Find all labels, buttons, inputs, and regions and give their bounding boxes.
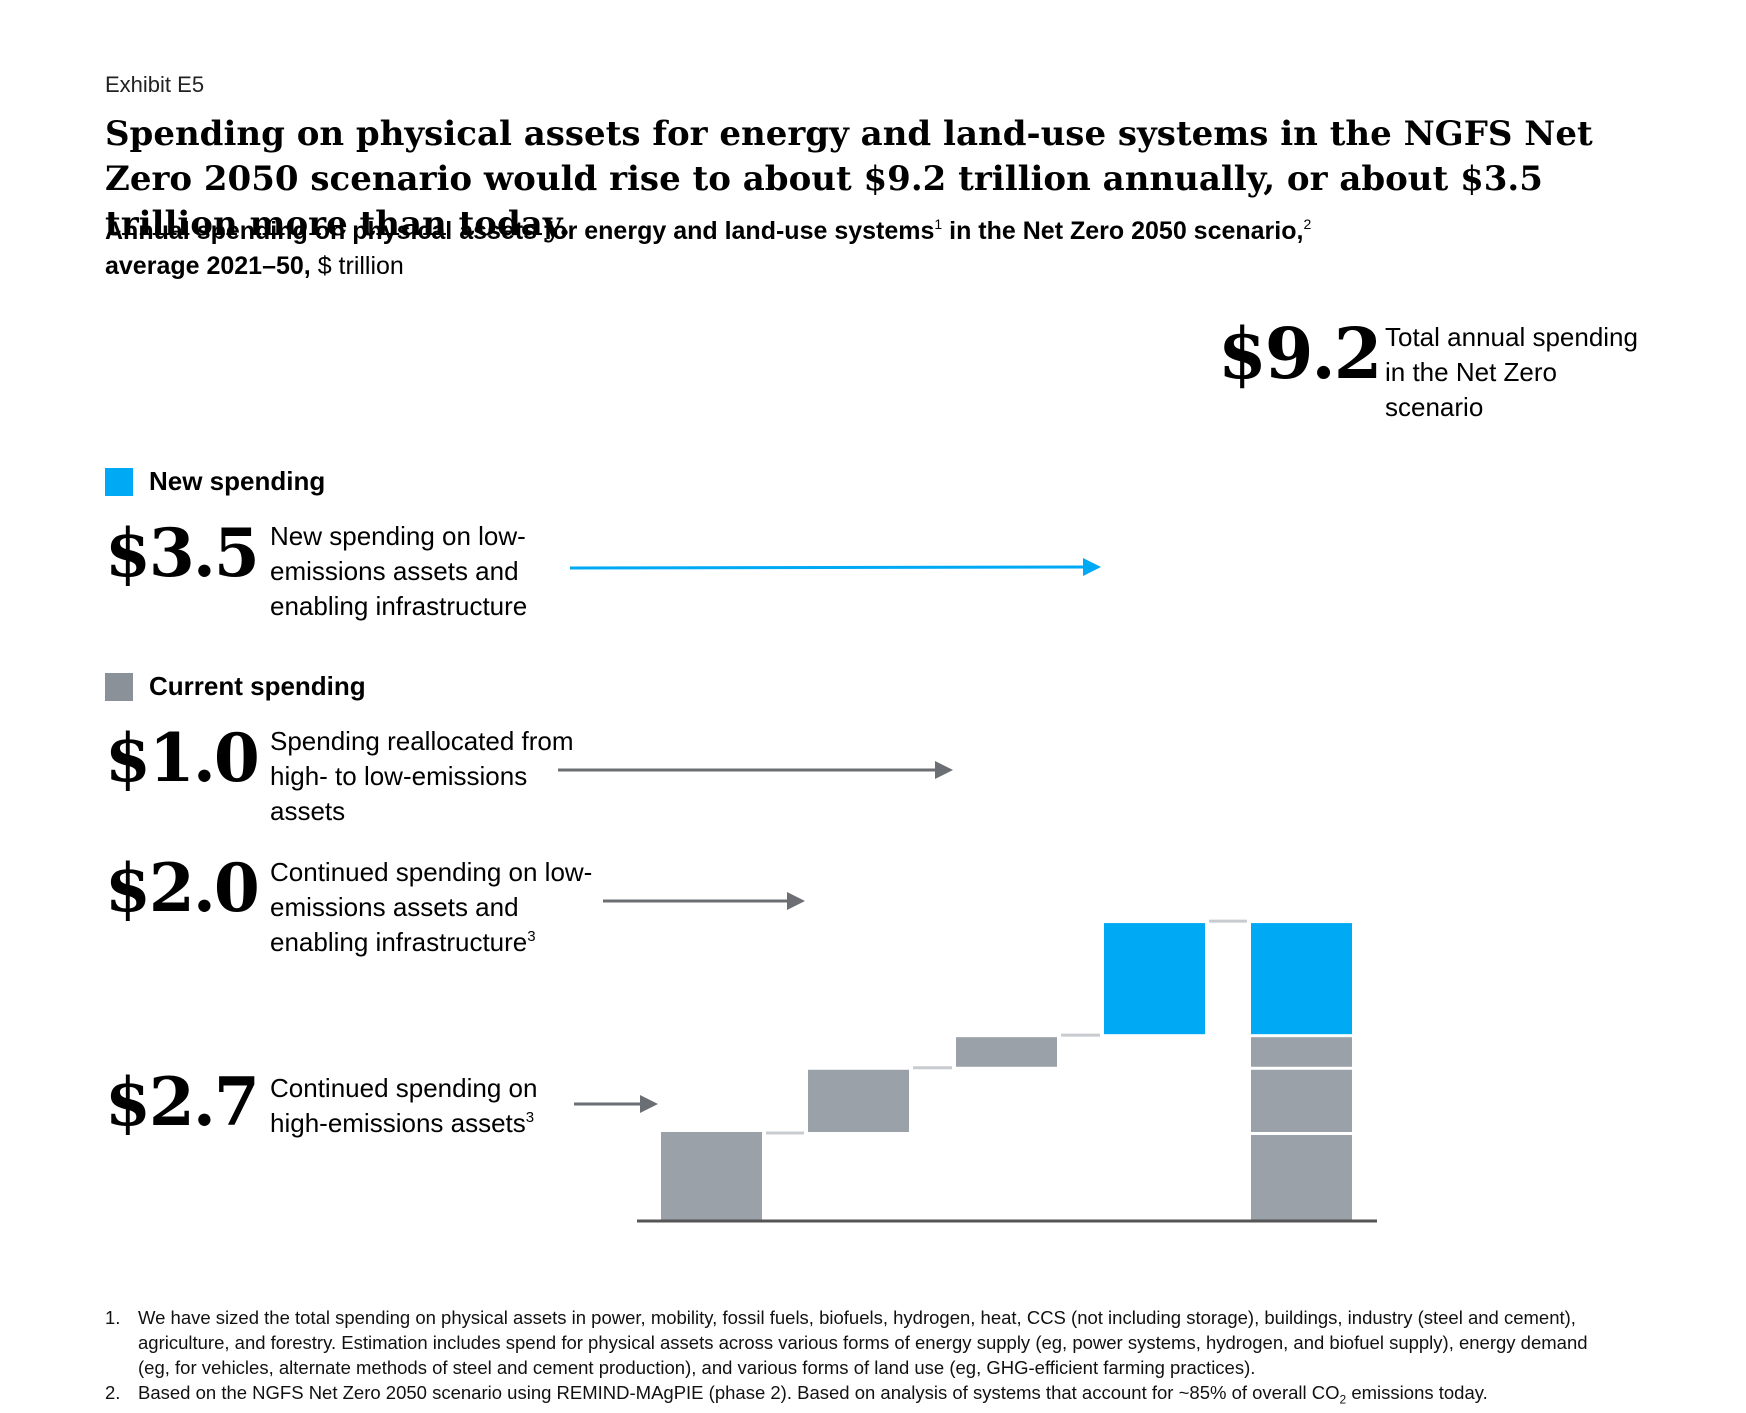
subtitle-bold-1: Annual spending on physical assets for e… — [105, 217, 935, 245]
arrow-low-continued-head — [787, 892, 805, 910]
desc-reallocated: Spending reallocated from high- to low-e… — [270, 726, 574, 826]
value-reallocated: $1.0 — [105, 719, 260, 797]
arrow-new-spending-shaft — [569, 565, 1088, 570]
total-bar-segment-1 — [1251, 1134, 1352, 1220]
footnote-2-subscript: 2 — [1339, 1392, 1347, 1407]
footnote-1-text: We have sized the total spending on phys… — [138, 1307, 1588, 1378]
subtitle-footnote-ref-1: 1 — [934, 216, 943, 232]
arrows-layer — [558, 558, 1101, 1113]
desc-low-continued: Continued spending on low-emissions asse… — [270, 855, 600, 960]
footnote-2: 2. Based on the NGFS Net Zero 2050 scena… — [105, 1380, 1605, 1413]
chart-title: Spending on physical assets for energy a… — [105, 114, 1593, 244]
legend-label-new: New spending — [149, 466, 326, 496]
legend-label-current: Current spending — [149, 671, 366, 701]
total-bar-segment-4 — [1251, 923, 1352, 1035]
bars-layer — [661, 923, 1352, 1220]
value-total: $9.2 — [1218, 312, 1382, 395]
total-bar-segment-2 — [1251, 1069, 1352, 1132]
connectors-layer — [766, 919, 1247, 1135]
total-bar-segment-3 — [1251, 1037, 1352, 1067]
legend-new: New spending — [105, 466, 325, 497]
desc-low-continued-text: Continued spending on low-emissions asse… — [270, 857, 593, 957]
desc-high-continued-text: Continued spending on high-emissions ass… — [270, 1073, 538, 1138]
footnote-2-text: Based on the NGFS Net Zero 2050 scenario… — [138, 1380, 1605, 1413]
waterfall-bar-step-2 — [808, 1069, 909, 1132]
waterfall-bar-step-3 — [956, 1037, 1057, 1067]
footnote-2-text-before: Based on the NGFS Net Zero 2050 scenario… — [138, 1382, 1340, 1403]
arrow-reallocated-head — [935, 761, 953, 779]
value-new-spending: $3.5 — [105, 514, 260, 592]
subtitle-bold-2: in the Net Zero 2050 scenario, — [942, 217, 1304, 245]
arrow-high-continued-head — [640, 1095, 658, 1113]
desc-low-continued-footnote-ref: 3 — [527, 928, 536, 945]
footnote-2-number: 2. — [105, 1382, 121, 1403]
desc-total: Total annual spending in the Net Zero sc… — [1385, 322, 1638, 422]
exhibit-label: Exhibit E5 — [105, 72, 205, 97]
value-low-continued: $2.0 — [105, 849, 260, 927]
subtitle-unit: $ trillion — [310, 252, 404, 280]
value-high-continued: $2.7 — [105, 1063, 260, 1141]
subtitle-footnote-ref-2: 2 — [1303, 216, 1312, 232]
footnotes: 1. We have sized the total spending on p… — [105, 1305, 1605, 1413]
arrow-new-spending-head — [1083, 558, 1101, 576]
footnote-2-text-after: emissions today. — [1346, 1382, 1488, 1403]
legend-swatch-new — [105, 467, 133, 496]
waterfall-bar-step-1 — [661, 1131, 762, 1220]
footnote-1-number: 1. — [105, 1307, 121, 1328]
desc-new-spending: New spending on low-emissions assets and… — [270, 521, 528, 621]
footnote-1: 1. We have sized the total spending on p… — [105, 1305, 1605, 1380]
subtitle-bold-3: average 2021–50, — [105, 252, 311, 280]
legend-swatch-current — [105, 672, 133, 701]
waterfall-bar-step-4 — [1104, 923, 1205, 1035]
legend-current: Current spending — [105, 671, 366, 702]
desc-high-continued-footnote-ref: 3 — [525, 1109, 535, 1126]
desc-high-continued: Continued spending on high-emissions ass… — [270, 1071, 600, 1141]
chart-subtitle: Annual spending on physical assets for e… — [105, 214, 1505, 284]
